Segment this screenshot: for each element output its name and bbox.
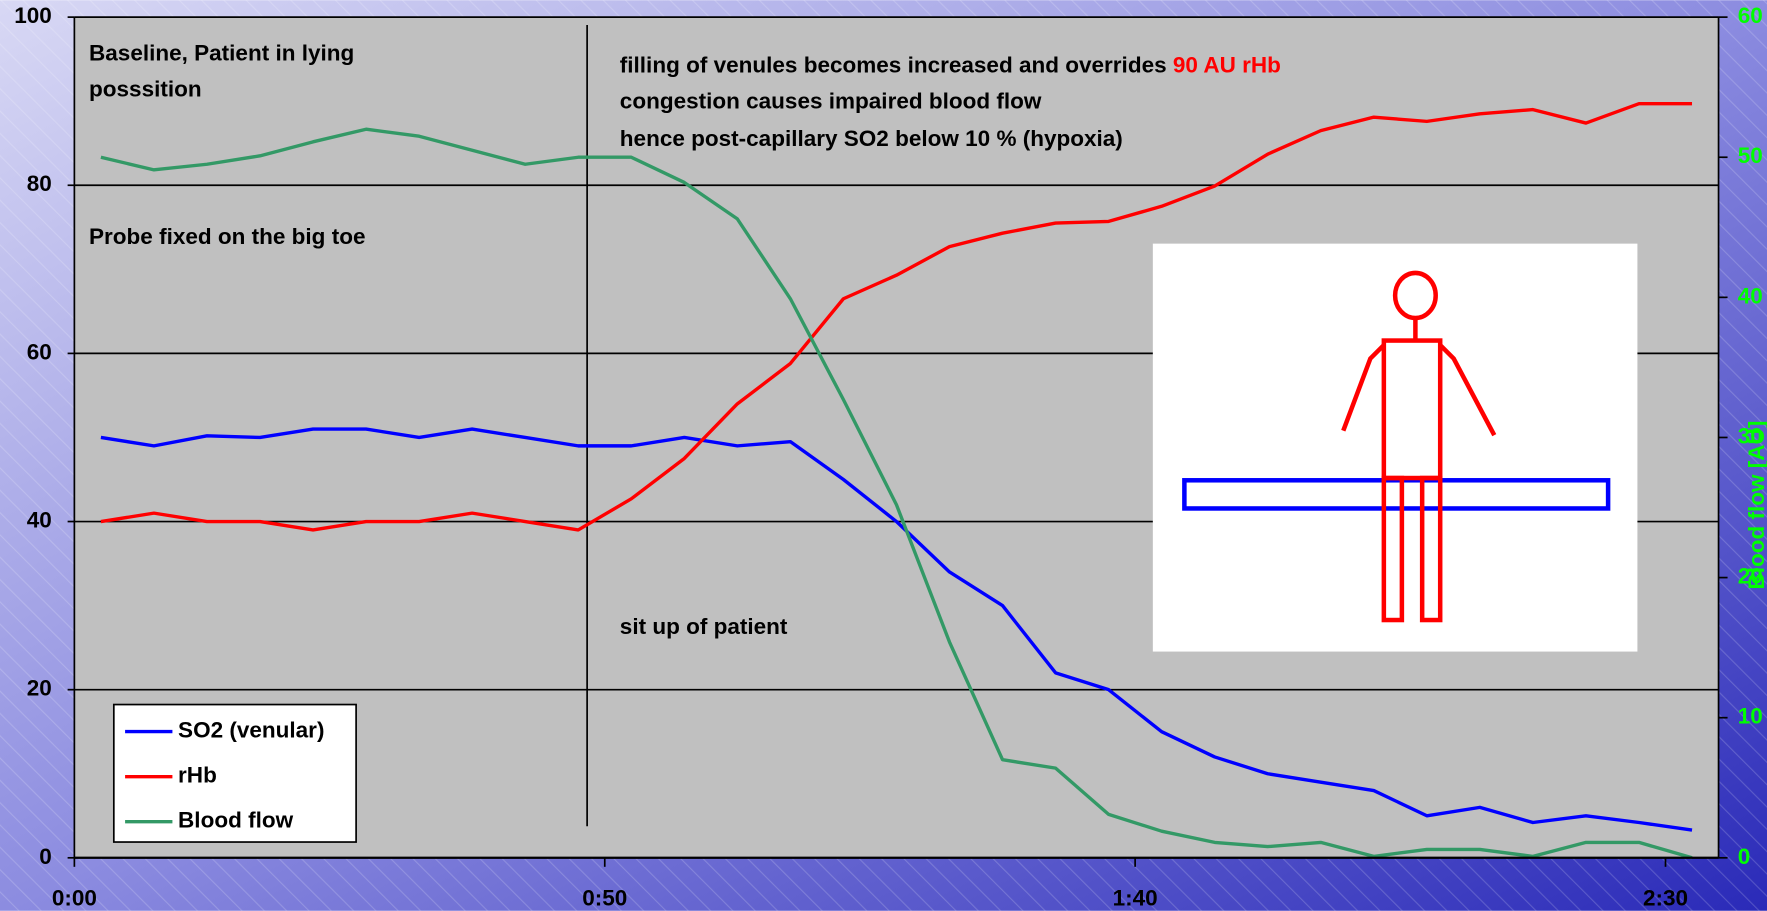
y-tick-label: 40: [27, 507, 52, 532]
y-tick-label: 100: [14, 3, 52, 28]
x-tick-label: 1:40: [1113, 885, 1158, 910]
annotation: hence post-capillary SO2 below 10 % (hyp…: [620, 126, 1123, 151]
annotation: posssition: [89, 76, 202, 101]
annotation: Baseline, Patient in lying: [89, 40, 354, 65]
annotation-part: filling of venules becomes increased and…: [620, 53, 1173, 78]
y-tick-label: 20: [27, 676, 52, 701]
y2-tick-label: 40: [1738, 283, 1763, 308]
x-tick-label: 0:00: [52, 885, 97, 910]
y2-tick-label: 60: [1738, 3, 1763, 28]
y2-tick-label: 10: [1738, 704, 1763, 729]
y-tick-label: 60: [27, 339, 52, 364]
chart: Baseline, Patient in lying posssition Pr…: [0, 0, 1767, 911]
annotation: filling of venules becomes increased and…: [620, 53, 1281, 78]
annotation-highlight: 90 AU rHb: [1173, 53, 1281, 78]
legend-label: SO2 (venular): [178, 718, 324, 743]
y-tick-label: 0: [39, 844, 52, 869]
x-tick-label: 0:50: [582, 885, 627, 910]
y2-tick-label: 0: [1738, 844, 1751, 869]
y2-tick-label: 50: [1738, 143, 1763, 168]
legend-label: Blood flow: [178, 808, 294, 833]
annotation: congestion causes impaired blood flow: [620, 89, 1042, 114]
annotation: sit up of patient: [620, 614, 788, 639]
legend-label: rHb: [178, 763, 217, 788]
x-tick-label: 2:30: [1643, 885, 1688, 910]
legend: SO2 (venular) rHb Blood flow: [114, 705, 356, 842]
y2-axis-label: Blood flow [AU]: [1744, 421, 1767, 590]
page: {"chart_data": {"type": "line", "x": [2.…: [0, 0, 1767, 911]
y-tick-label: 80: [27, 171, 52, 196]
annotation: Probe fixed on the big toe: [89, 224, 365, 249]
patient-figure: [1153, 244, 1638, 652]
